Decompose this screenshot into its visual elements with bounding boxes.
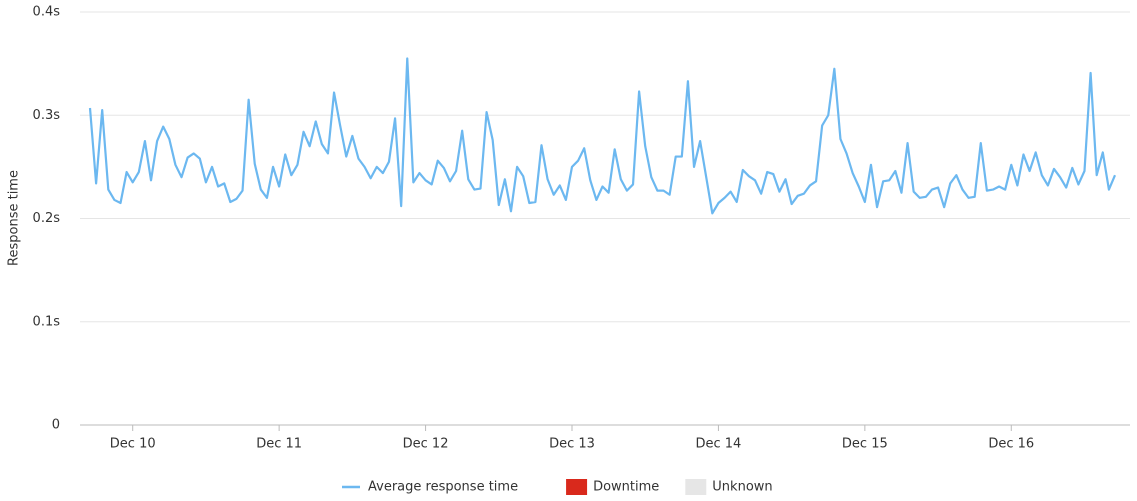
x-tick-label: Dec 13 <box>549 437 595 452</box>
y-tick-label: 0.4s <box>33 5 61 20</box>
y-tick-label: 0.1s <box>33 314 61 329</box>
legend-label: Average response time <box>368 480 518 495</box>
x-tick-label: Dec 15 <box>842 437 888 452</box>
legend-swatch <box>685 479 707 495</box>
y-tick-label: 0.3s <box>33 108 61 123</box>
x-tick-label: Dec 16 <box>988 437 1034 452</box>
x-tick-label: Dec 12 <box>403 437 449 452</box>
y-tick-label: 0.2s <box>33 211 61 226</box>
x-tick-label: Dec 10 <box>110 437 156 452</box>
legend-label: Unknown <box>712 480 772 495</box>
x-tick-label: Dec 14 <box>696 437 742 452</box>
y-tick-label: 0 <box>52 418 60 433</box>
y-axis-label: Response time <box>7 170 22 266</box>
legend-label: Downtime <box>593 480 659 495</box>
legend-swatch <box>566 479 588 495</box>
data-line <box>88 57 1117 215</box>
x-tick-label: Dec 11 <box>256 437 302 452</box>
